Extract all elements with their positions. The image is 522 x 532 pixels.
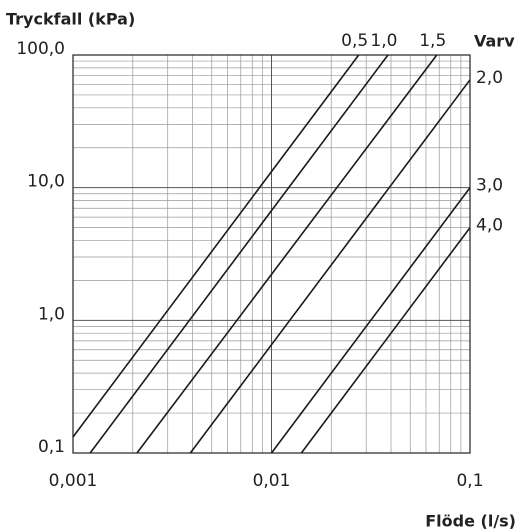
series-label: 0,5 xyxy=(341,31,368,51)
series-line xyxy=(89,54,389,454)
series-label: 1,0 xyxy=(370,31,397,51)
y-tick-label: 0,1 xyxy=(38,437,65,457)
y-axis-title: Tryckfall (kPa) xyxy=(6,10,135,29)
series-label: 3,0 xyxy=(476,176,503,196)
series-line xyxy=(270,187,471,454)
x-tick-label: 0,01 xyxy=(253,471,291,491)
series-label: 2,0 xyxy=(476,68,503,88)
x-axis-title: Flöde (l/s) xyxy=(425,512,516,531)
legend-title: Varv xyxy=(474,32,515,51)
x-tick-label: 0,1 xyxy=(456,471,483,491)
series-label: 4,0 xyxy=(476,216,503,236)
series-line xyxy=(136,54,438,454)
x-tick-label: 0,001 xyxy=(49,471,98,491)
series-label: 1,5 xyxy=(419,31,446,51)
y-tick-label: 10,0 xyxy=(27,172,65,192)
y-tick-label: 1,0 xyxy=(38,304,65,324)
series-line xyxy=(189,79,471,454)
series-line xyxy=(72,54,360,438)
series-line xyxy=(300,227,471,454)
y-tick-label: 100,0 xyxy=(16,39,65,59)
